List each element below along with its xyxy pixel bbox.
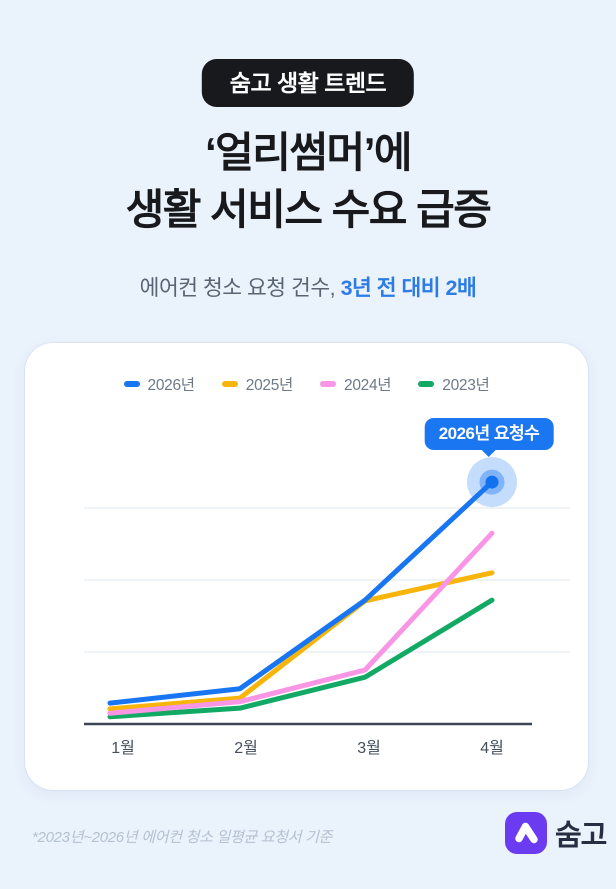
legend-marker-icon: [123, 380, 140, 388]
subtitle-highlight: 3년 전 대비 2배: [340, 276, 477, 300]
legend-item-2025년: 2025년: [221, 373, 294, 395]
footnote: *2023년~2026년 에어컨 청소 일평균 요청서 기준: [32, 829, 333, 846]
chart-legend: 2026년 2025년 2024년 2023년: [25, 373, 588, 395]
page-title-line2: 생활 서비스 수요 급증: [125, 186, 492, 233]
page-subtitle: 에어컨 청소 요청 건수, 3년 전 대비 2배: [0, 271, 616, 302]
series-line-2023년: [107, 597, 495, 720]
legend-label: 2024년: [344, 377, 392, 394]
legend-label: 2026년: [147, 377, 196, 394]
page-title: ‘얼리썸머’에 생활 서비스 수요 급증: [0, 124, 616, 238]
legend-label: 2025년: [245, 377, 294, 394]
chart-tooltip-2026: 2026년 요청수: [424, 418, 554, 451]
x-tick-label: 4월: [480, 739, 504, 757]
soomgo-logo-text: 숨고: [555, 820, 607, 852]
highlight-dot: [485, 475, 499, 489]
page-title-line1: ‘얼리썸머’에: [204, 129, 413, 176]
legend-marker-icon: [221, 380, 238, 388]
legend-label: 2023년: [442, 377, 490, 394]
soomgo-logo: 숨고: [505, 812, 607, 854]
subtitle-plain: 에어컨 청소 요청 건수,: [139, 276, 341, 300]
line-chart: 1월 2월 3월 4월: [84, 457, 570, 757]
badge-soomgo-life-trend: 숨고 생활 트렌드: [201, 59, 415, 107]
x-tick-label: 3월: [357, 739, 381, 757]
soomgo-mark-icon: [505, 812, 547, 854]
x-tick-label: 1월: [111, 739, 135, 757]
chart-card: 1월 2월 3월 4월 2026년 2025년 2024년 2023년 2026년 요청수: [25, 343, 588, 790]
legend-item-2024년: 2024년: [320, 373, 392, 395]
x-tick-label: 2월: [234, 739, 258, 757]
legend-item-2026년: 2026년: [123, 373, 196, 395]
series-line-2024년: [107, 530, 495, 716]
series-line-2025년: [107, 570, 495, 712]
series-line-2026년: [107, 479, 495, 706]
legend-marker-icon: [418, 380, 435, 388]
legend-marker-icon: [320, 380, 336, 388]
legend-item-2023년: 2023년: [418, 373, 490, 395]
